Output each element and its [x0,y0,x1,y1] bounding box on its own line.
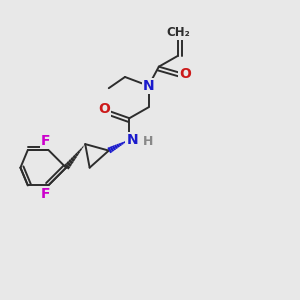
Text: F: F [41,187,50,201]
Text: N: N [127,133,138,147]
Text: CH₂: CH₂ [166,26,190,39]
Text: F: F [41,134,50,148]
Text: O: O [98,102,110,116]
Text: N: N [143,79,154,93]
Text: O: O [179,67,191,81]
Text: H: H [143,135,154,148]
